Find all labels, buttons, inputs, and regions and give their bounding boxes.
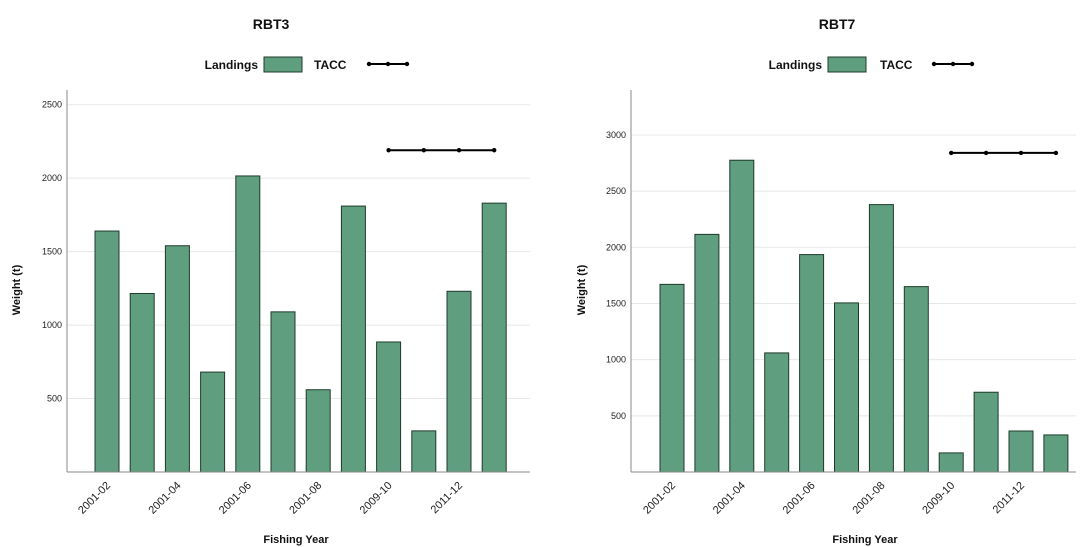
legend-tacc-label: TACC <box>880 58 913 72</box>
y-tick-label: 2000 <box>606 242 626 252</box>
legend-landings-label: Landings <box>205 58 259 72</box>
x-tick-label: 2001-08 <box>850 480 887 517</box>
y-tick-labels: 500 1000 1500 2000 2500 <box>42 100 62 404</box>
y-tick-labels: 500 1000 1500 2000 2500 3000 <box>606 130 626 421</box>
bar <box>729 159 755 473</box>
x-tick-label: 2011-12 <box>991 480 1027 516</box>
tacc-point <box>1053 150 1059 156</box>
bar <box>1043 434 1069 473</box>
bar <box>94 230 120 473</box>
y-tick-label: 2000 <box>42 173 62 183</box>
bar <box>834 302 859 473</box>
x-tick-labels: 2001-02 2001-04 2001-06 2001-08 2009-10 2011-… <box>76 480 465 517</box>
x-tick-label: 2001-06 <box>781 480 818 517</box>
bar <box>764 352 790 473</box>
y-tick-label: 500 <box>47 394 62 404</box>
legend-tacc-label: TACC <box>314 58 347 72</box>
legend-landings-label: Landings <box>769 58 823 72</box>
bar <box>164 245 190 473</box>
tacc-point <box>421 148 426 153</box>
legend-landings-swatch <box>263 56 303 73</box>
bar <box>694 233 720 473</box>
y-tick-label: 2500 <box>606 186 626 196</box>
chart-panel-rbt7: RBT7 Landings TACC Weight (t) Fishing Ye… <box>542 0 1082 547</box>
bar <box>903 286 929 473</box>
x-tick-label: 2011-12 <box>429 480 465 516</box>
x-tick-label: 2001-02 <box>76 480 113 517</box>
bar <box>481 202 507 473</box>
y-tick-label: 3000 <box>606 130 626 140</box>
tacc-point <box>492 148 497 153</box>
bar <box>129 292 155 473</box>
x-axis-label: Fishing Year <box>832 534 898 546</box>
bar <box>659 283 685 473</box>
bar <box>973 391 999 473</box>
x-tick-labels: 2001-02 2001-04 2001-06 2001-08 2009-10 2011-… <box>641 480 1027 517</box>
bars <box>659 159 1069 473</box>
bars <box>94 175 507 473</box>
tacc-point <box>456 148 462 153</box>
bar <box>235 175 261 473</box>
bar <box>200 371 226 473</box>
y-tick-label: 1500 <box>606 298 626 308</box>
y-tick-label: 500 <box>611 411 626 421</box>
y-tick-label: 1000 <box>42 320 62 330</box>
legend-tacc-swatch <box>366 61 410 67</box>
tacc-point <box>386 148 391 153</box>
chart-title: RBT7 <box>819 16 856 32</box>
bar <box>938 452 964 473</box>
bar <box>270 311 296 473</box>
tacc-point <box>1018 150 1024 156</box>
y-tick-label: 1500 <box>42 247 62 257</box>
tacc-line <box>386 148 497 153</box>
bar <box>305 389 331 473</box>
x-tick-label: 2001-04 <box>146 480 183 517</box>
y-tick-label: 2500 <box>42 100 62 110</box>
x-tick-label: 2009-10 <box>358 480 395 517</box>
x-tick-label: 2001-06 <box>217 480 254 517</box>
tacc-point <box>983 150 989 156</box>
bar <box>1008 430 1034 473</box>
legend-landings-swatch <box>827 56 867 73</box>
bar <box>868 204 894 473</box>
bar <box>799 254 825 473</box>
x-tick-label: 2009-10 <box>920 480 957 517</box>
y-axis-label: Weight (t) <box>11 264 23 315</box>
bar <box>411 430 437 473</box>
x-tick-label: 2001-02 <box>641 480 678 517</box>
chart-panel-rbt3: RBT3 Landings TACC Weight (t) Fishing Ye… <box>0 0 540 547</box>
tacc-point <box>949 150 954 156</box>
chart-rbt3: RBT3 Landings TACC Weight (t) Fishing Ye… <box>11 16 530 546</box>
bar <box>340 205 366 473</box>
y-axis-label: Weight (t) <box>576 264 588 315</box>
legend-tacc-swatch <box>931 61 975 67</box>
tacc-line <box>949 150 1059 156</box>
axes <box>66 90 530 473</box>
axes <box>630 90 1076 473</box>
chart-title: RBT3 <box>253 16 290 32</box>
y-tick-label: 1000 <box>606 355 626 365</box>
x-tick-label: 2001-04 <box>711 480 748 517</box>
x-axis-label: Fishing Year <box>263 534 329 546</box>
chart-rbt7: RBT7 Landings TACC Weight (t) Fishing Ye… <box>576 16 1076 546</box>
bar <box>376 341 402 473</box>
bar <box>446 290 472 473</box>
x-tick-label: 2001-08 <box>287 480 324 517</box>
